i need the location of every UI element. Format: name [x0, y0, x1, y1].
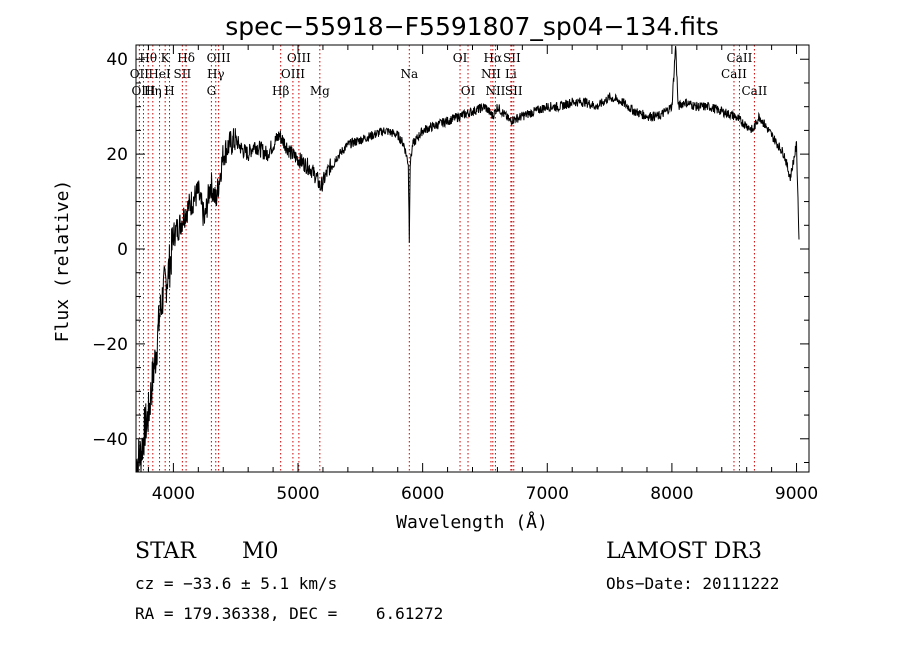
emission-line-label: OIII	[207, 51, 231, 65]
emission-line-label: OIII	[131, 84, 155, 98]
emission-line-label: OI	[453, 51, 468, 65]
x-tick-label: 6000	[401, 484, 444, 504]
emission-line-label: OI	[461, 84, 476, 98]
emission-line-label: OIII	[287, 51, 311, 65]
emission-line-label: Mg	[310, 84, 330, 98]
y-tick-label: −20	[92, 335, 128, 355]
y-tick-label: 20	[106, 145, 128, 165]
emission-line-label: Hα	[484, 51, 503, 65]
emission-line-label: CaII	[741, 84, 767, 98]
emission-line-label: CaII	[721, 67, 747, 81]
emission-line-label: Na	[400, 67, 418, 81]
emission-line-label: OII	[130, 67, 150, 81]
spectrum-line	[135, 45, 800, 473]
emission-line-label: OIII	[281, 67, 305, 81]
axis-ticks: 4000 5000 6000 7000 8000 9000 −40 −20 0 20 40	[92, 45, 818, 504]
y-tick-label: 0	[117, 240, 128, 260]
plot-frame	[135, 44, 810, 473]
emission-line-label: Hβ	[272, 84, 289, 98]
emission-line-label: SII	[503, 51, 521, 65]
coordinates: RA = 179.36338, DEC = 6.61272	[135, 604, 444, 623]
emission-line-label: Hθ	[139, 51, 157, 65]
x-tick-label: 8000	[650, 484, 693, 504]
spectrum-series	[135, 45, 800, 473]
emission-line-label: NII	[485, 84, 505, 98]
x-tick-label: 4000	[152, 484, 195, 504]
redshift-velocity: cz = −33.6 ± 5.1 km/s	[135, 574, 338, 593]
chart-title: spec−55918−F5591807_sp04−134.fits	[225, 12, 719, 41]
emission-line-label: HeI	[148, 67, 171, 81]
emission-line-label: NII	[481, 67, 501, 81]
emission-line-label: H	[164, 84, 174, 98]
observation-date: Obs−Date: 20111222	[606, 574, 780, 593]
emission-line-label: G	[207, 84, 217, 98]
survey-name: LAMOST DR3	[606, 539, 762, 564]
y-axis-label: Flux (relative)	[52, 180, 73, 343]
y-tick-label: 40	[106, 50, 128, 70]
emission-line-label: CaII	[727, 51, 753, 65]
emission-line-label: SII	[505, 84, 523, 98]
x-tick-label: 7000	[526, 484, 569, 504]
y-tick-label: −40	[92, 430, 128, 450]
object-subclass: M0	[242, 539, 279, 564]
emission-line-label: K	[161, 51, 171, 65]
emission-line-label: Hδ	[177, 51, 195, 65]
emission-line-label: Hγ	[207, 67, 225, 81]
emission-line-label: Hη	[144, 84, 162, 98]
x-tick-label: 9000	[775, 484, 818, 504]
emission-line-label: SII	[174, 67, 192, 81]
x-axis-label: Wavelength (Å)	[396, 511, 548, 533]
object-class: STAR	[135, 539, 196, 564]
x-tick-label: 5000	[276, 484, 319, 504]
emission-line-label: Li	[505, 67, 517, 81]
